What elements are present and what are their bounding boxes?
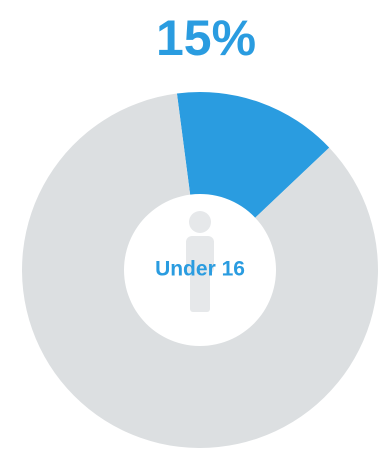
donut-segment [176, 91, 330, 218]
value-label: 15% [156, 10, 256, 66]
person-icon [186, 211, 214, 312]
donut-segment [22, 93, 379, 448]
donut [22, 91, 379, 448]
center-label: Under 16 [155, 258, 245, 281]
